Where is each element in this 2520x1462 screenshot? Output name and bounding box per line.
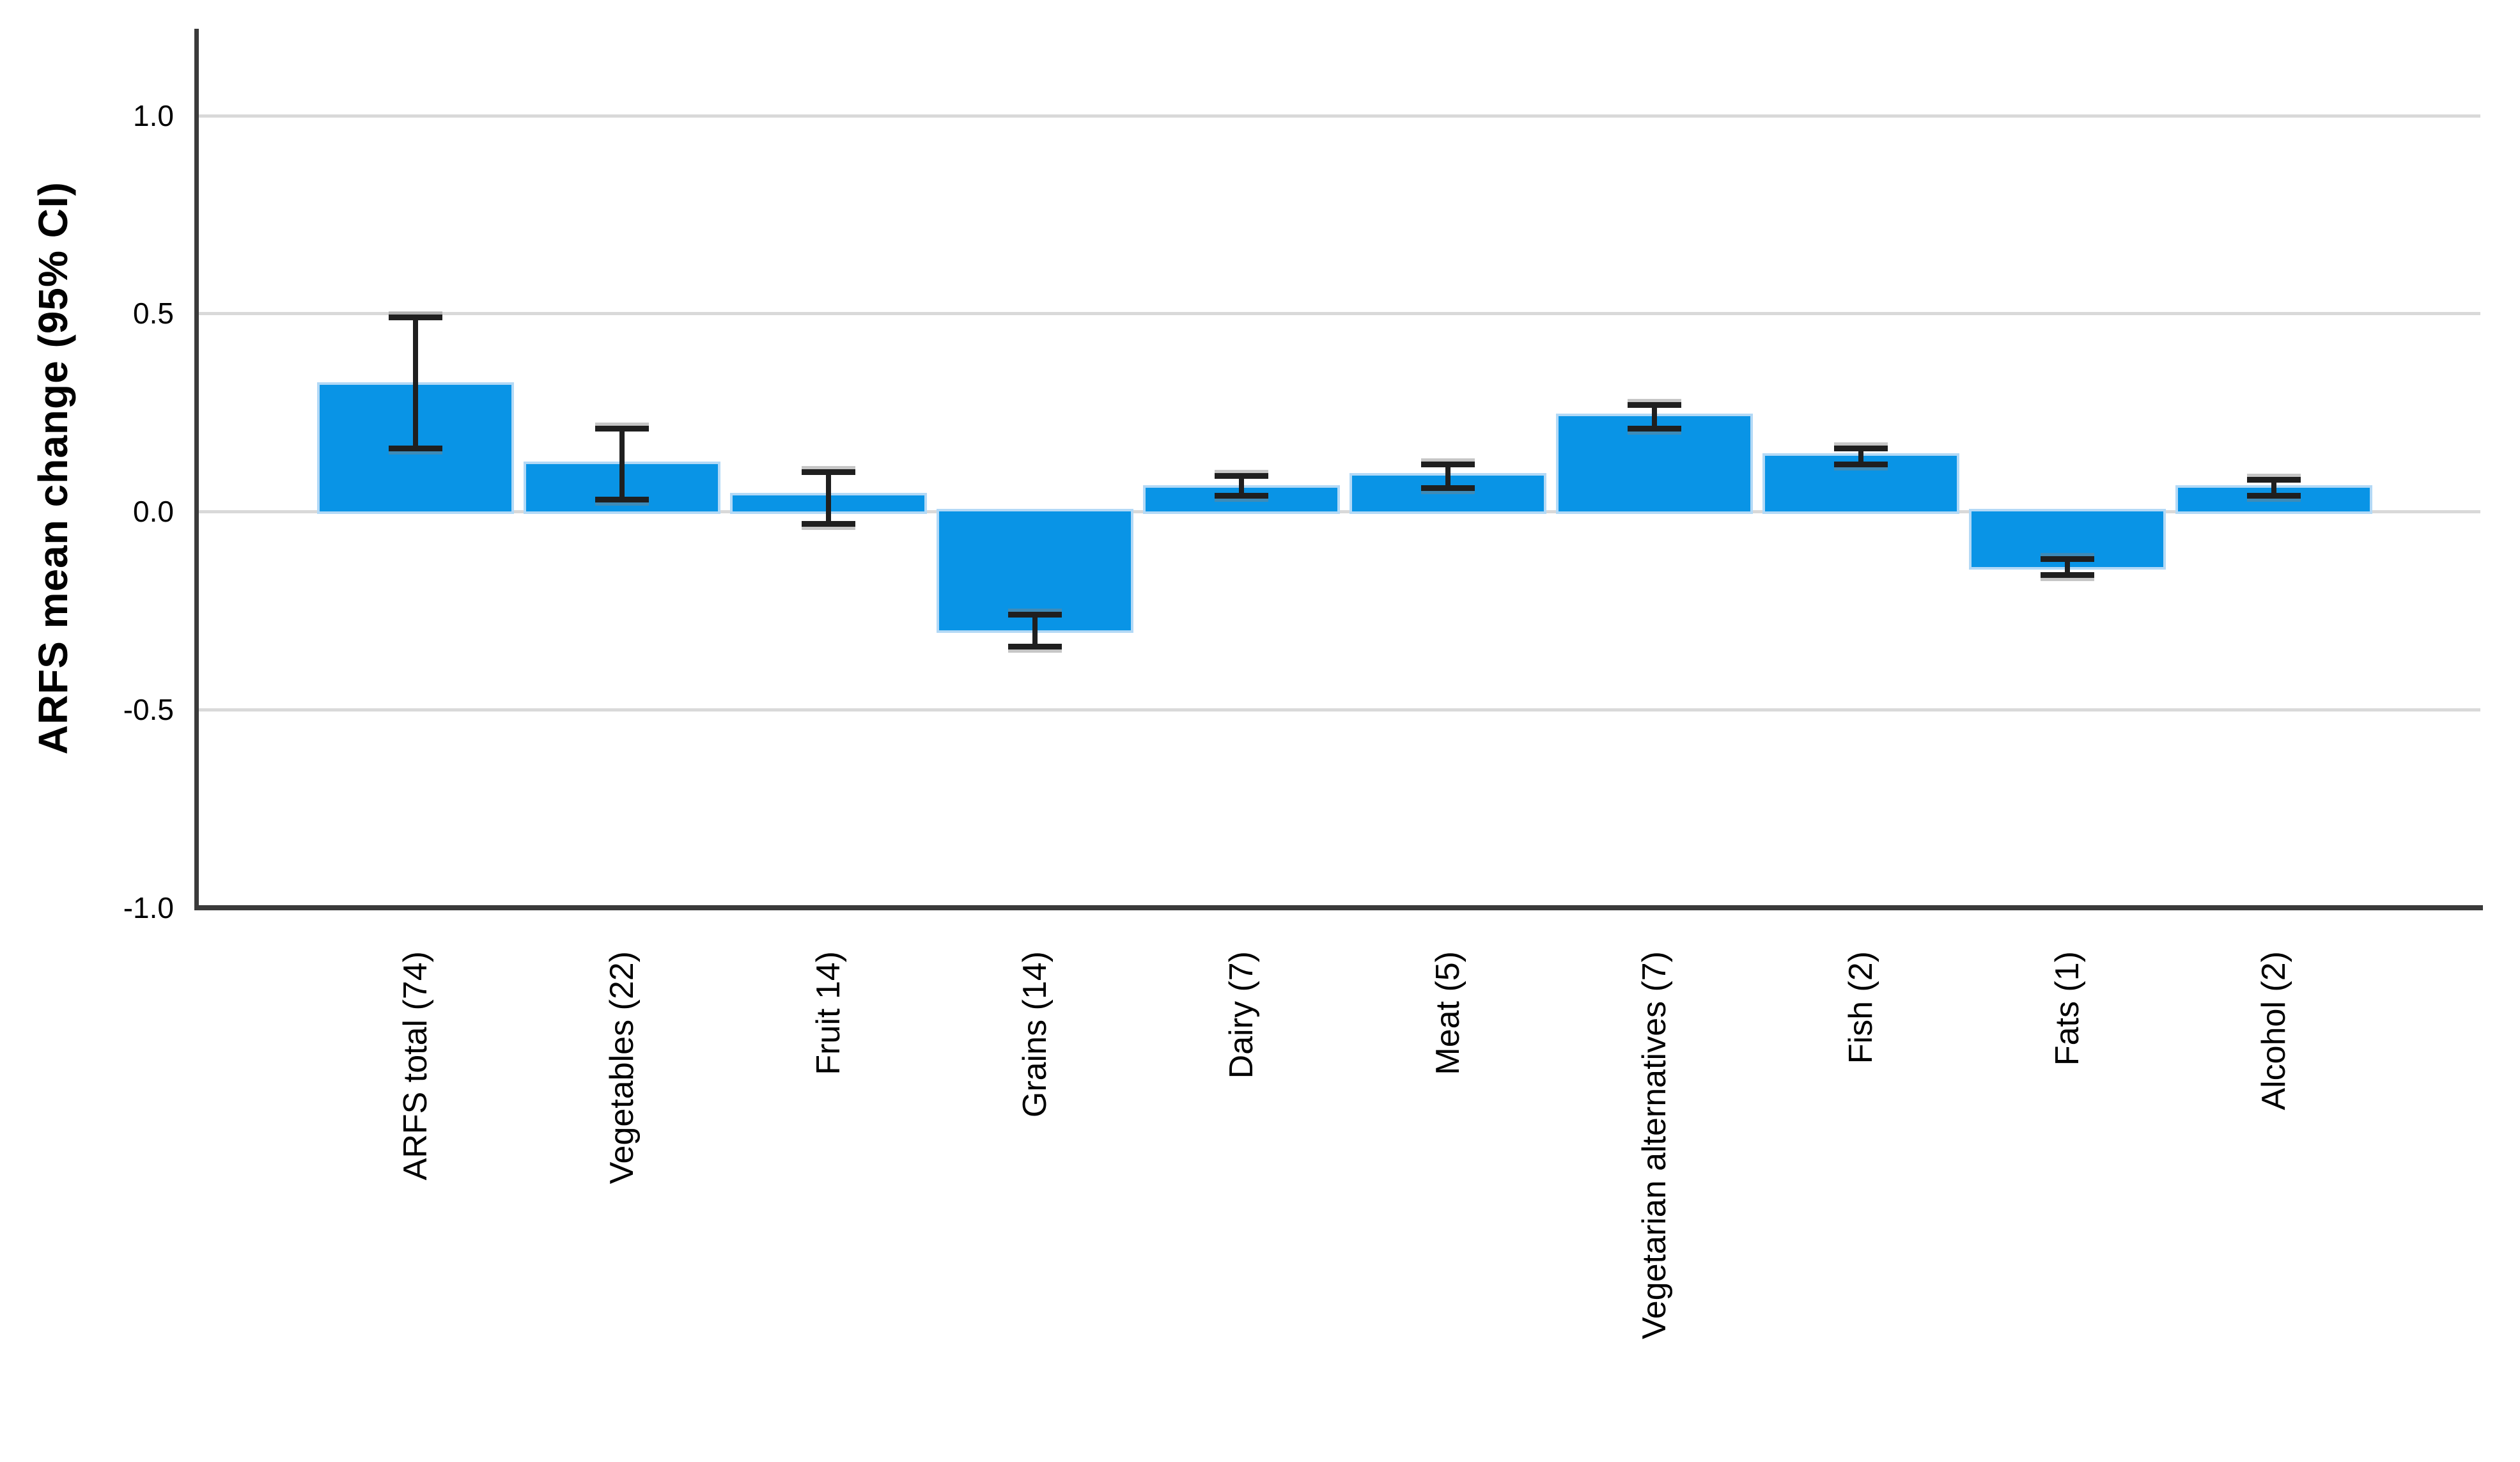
x-category-label: Vegetarian alternatives (7) <box>1636 951 1673 1340</box>
y-axis-line <box>194 29 199 910</box>
error-bar-stem <box>1652 404 1657 428</box>
gridline <box>197 510 2480 513</box>
error-bar-cap-top <box>1834 445 1888 451</box>
error-bar-stem <box>1445 463 1451 488</box>
error-bar-cap-bottom <box>389 445 442 451</box>
y-tick-label: -1.0 <box>123 890 174 924</box>
error-bar-cap-bottom <box>1421 485 1475 491</box>
error-bar-cap-top <box>595 425 649 432</box>
error-bar-stem <box>619 428 625 500</box>
error-bar-cap-top <box>1421 461 1475 467</box>
x-category-label: Fats (1) <box>2049 951 2086 1066</box>
y-axis-title: ARFS mean change (95% CI) <box>18 29 88 908</box>
error-bar-stem <box>826 472 831 524</box>
y-tick-label: 1.0 <box>133 98 174 132</box>
bar <box>1559 416 1750 511</box>
error-bar-stem <box>413 317 418 448</box>
gridline <box>197 708 2480 712</box>
error-bar-cap-bottom <box>2041 572 2094 579</box>
x-category-label: Fruit 14) <box>810 951 847 1075</box>
error-bar-cap-bottom <box>1215 493 1268 499</box>
gridline <box>197 114 2480 118</box>
error-bar-cap-top <box>2041 556 2094 563</box>
error-bar-cap-top <box>2247 477 2301 483</box>
error-bar-cap-bottom <box>1008 643 1062 649</box>
gridline <box>197 312 2480 316</box>
error-bar-cap-top <box>1215 473 1268 479</box>
x-category-label: ARFS total (74) <box>397 951 434 1181</box>
x-category-label: Vegetables (22) <box>603 951 641 1185</box>
bar <box>939 511 1131 630</box>
error-bar-stem <box>2065 559 2070 575</box>
error-bar-cap-bottom <box>802 520 855 527</box>
y-tick-label: 0.0 <box>133 495 174 528</box>
error-bar-stem <box>1239 476 1244 496</box>
x-category-label: Fish (2) <box>1842 951 1879 1064</box>
error-bar-cap-bottom <box>1628 425 1681 432</box>
x-category-label: Alcohol (2) <box>2255 951 2292 1110</box>
y-tick-label: -0.5 <box>123 692 174 726</box>
error-bar-stem <box>1032 614 1038 646</box>
error-bar-cap-top <box>1628 401 1681 408</box>
error-bar-cap-bottom <box>2247 493 2301 499</box>
x-axis-line <box>194 905 2483 910</box>
error-bar-cap-top <box>1008 612 1062 618</box>
x-category-label: Grains (14) <box>1016 951 1054 1118</box>
x-category-label: Meat (5) <box>1429 951 1466 1075</box>
error-bar-cap-top <box>389 315 442 321</box>
error-bar-cap-top <box>802 469 855 476</box>
error-bar-cap-bottom <box>1834 461 1888 467</box>
error-bar-stem <box>1858 447 1863 464</box>
error-bar-stem <box>2271 479 2276 496</box>
error-bar-cap-bottom <box>595 497 649 503</box>
x-category-label: Dairy (7) <box>1223 951 1260 1079</box>
y-axis-title-text: ARFS mean change (95% CI) <box>30 182 76 755</box>
y-tick-label: 0.5 <box>133 297 174 331</box>
